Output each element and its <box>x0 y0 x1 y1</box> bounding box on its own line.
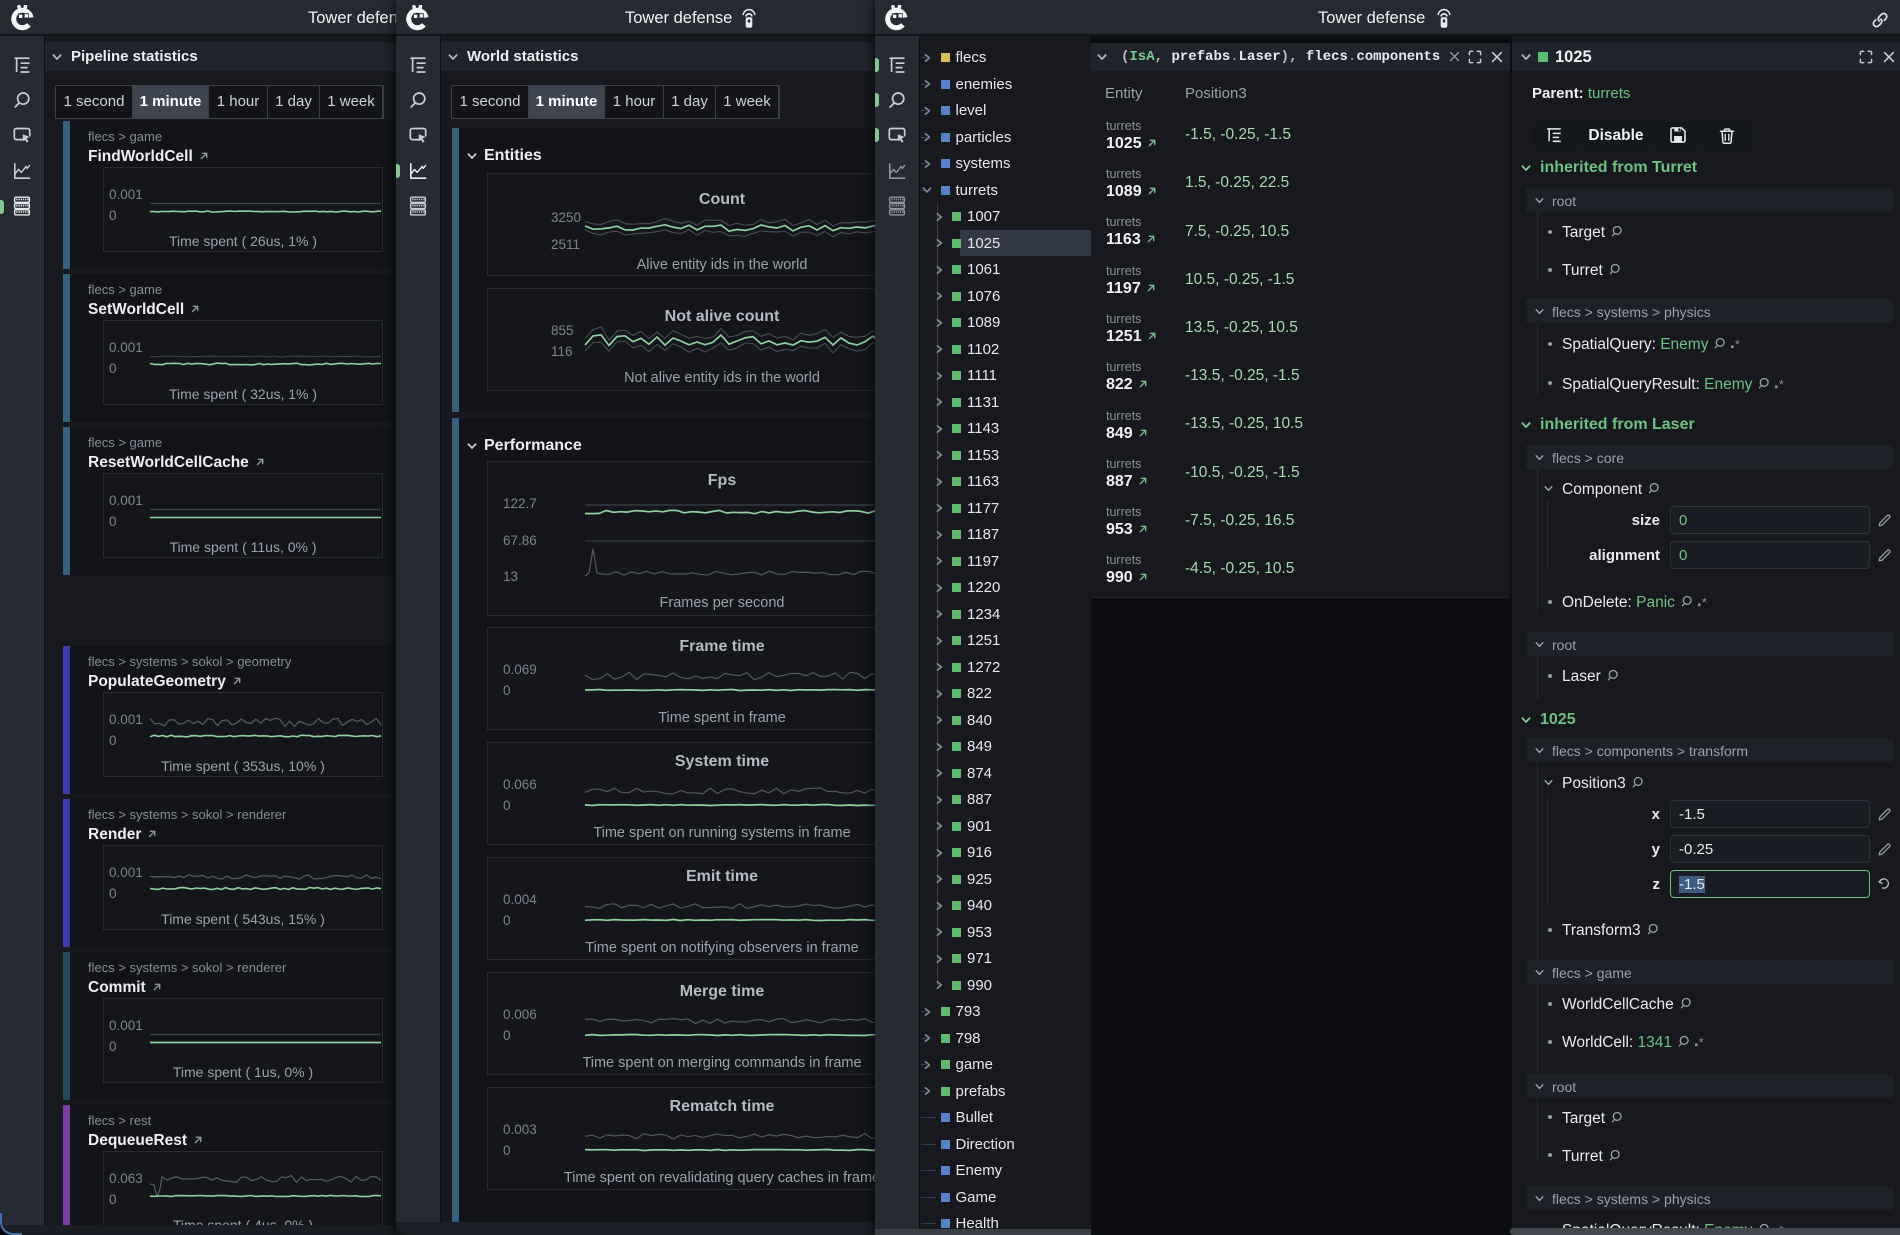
svg-text:*: * <box>1735 338 1740 350</box>
svg-text:*: * <box>1702 596 1707 608</box>
svg-text:*: * <box>1699 1036 1704 1048</box>
svg-text:*: * <box>1779 378 1784 390</box>
